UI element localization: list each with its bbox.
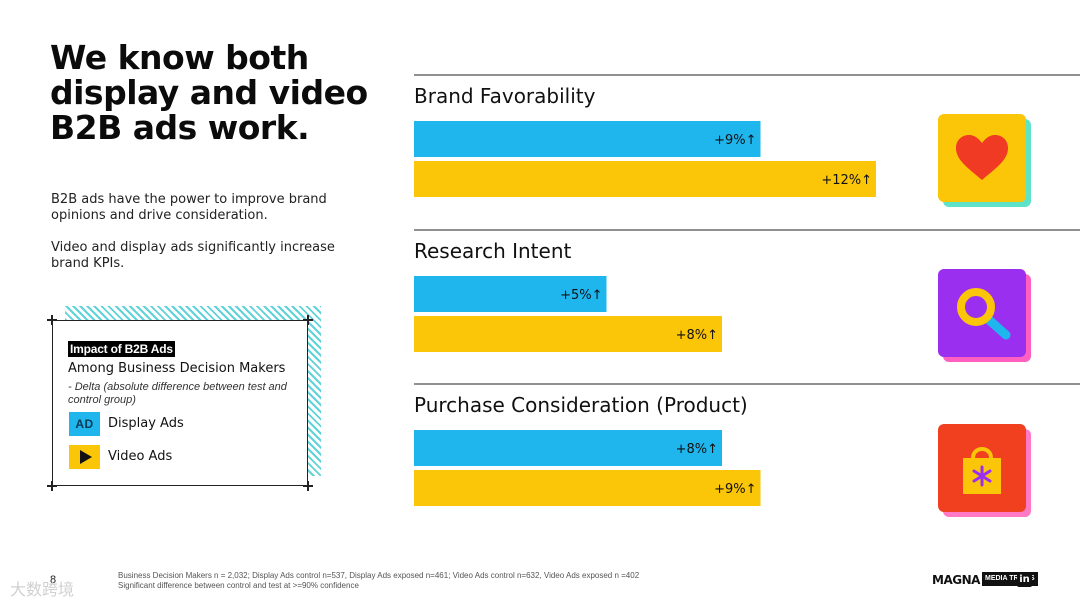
play-icon bbox=[80, 450, 92, 464]
bar bbox=[414, 121, 761, 157]
category-title: Purchase Consideration (Product) bbox=[414, 393, 748, 417]
intro-paragraph: B2B ads have the power to improve brand … bbox=[51, 192, 327, 223]
linkedin-icon: in bbox=[1017, 572, 1032, 587]
display-ads-swatch: AD bbox=[69, 412, 100, 436]
headline: We know both display and video B2B ads w… bbox=[50, 38, 368, 147]
page-number: 8 bbox=[50, 574, 57, 586]
category-title: Brand Favorability bbox=[414, 84, 596, 108]
shopping-bag-icon bbox=[963, 447, 1001, 494]
magna-logo: MAGNA bbox=[932, 573, 980, 587]
video-ads-label: Video Ads bbox=[108, 449, 173, 464]
ad-badge-icon: AD bbox=[75, 417, 94, 431]
video-ads-swatch bbox=[69, 445, 100, 469]
crop-mark bbox=[303, 481, 313, 491]
bar-value-label: +9%↑ bbox=[714, 482, 756, 497]
legend-title: Impact of B2B Ads bbox=[68, 341, 175, 357]
magnifier-icon bbox=[957, 288, 1011, 340]
footnote: Business Decision Makers n = 2,032; Disp… bbox=[118, 571, 718, 591]
legend-subtitle: Among Business Decision Makers bbox=[68, 361, 286, 376]
summary-paragraph: Video and display ads significantly incr… bbox=[51, 240, 335, 271]
watermark: 大数跨境 bbox=[10, 580, 75, 599]
bar-value-label: +9%↑ bbox=[714, 133, 756, 148]
bar bbox=[414, 430, 722, 466]
bar-value-label: +8%↑ bbox=[676, 442, 718, 457]
bar bbox=[414, 470, 761, 506]
brand-favorability-tile bbox=[938, 114, 1031, 207]
crop-mark bbox=[303, 315, 313, 325]
bar bbox=[414, 316, 722, 352]
crop-mark bbox=[47, 315, 57, 325]
heart-icon bbox=[956, 135, 1008, 180]
display-ads-label: Display Ads bbox=[108, 416, 184, 431]
category-title: Research Intent bbox=[414, 239, 571, 263]
research-intent-tile bbox=[938, 269, 1031, 362]
bar bbox=[414, 161, 876, 197]
purchase-consideration-tile bbox=[938, 424, 1031, 517]
bar-value-label: +8%↑ bbox=[676, 328, 718, 343]
bar-value-label: +12%↑ bbox=[821, 173, 872, 188]
bar bbox=[414, 276, 607, 312]
crop-mark bbox=[47, 481, 57, 491]
footnote-sample: Business Decision Makers n = 2,032; Disp… bbox=[118, 571, 640, 580]
footnote-significance: Significant difference between control a… bbox=[118, 581, 359, 590]
legend-note: - Delta (absolute difference between tes… bbox=[68, 381, 287, 406]
bar-value-label: +5%↑ bbox=[560, 288, 602, 303]
